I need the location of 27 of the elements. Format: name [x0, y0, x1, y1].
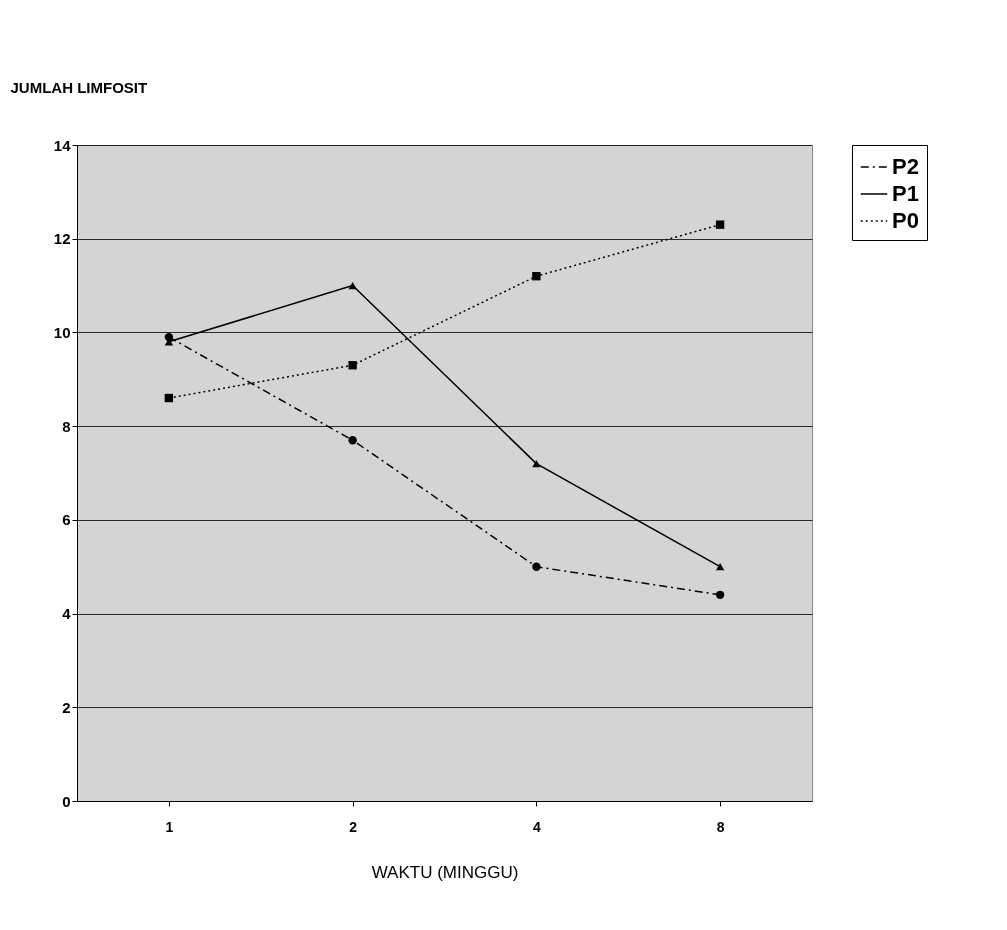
y-tick-label: 4 — [62, 605, 72, 623]
point — [532, 562, 541, 571]
point — [348, 436, 357, 445]
point — [532, 460, 541, 468]
x-tick-label: 4 — [532, 818, 541, 835]
legend-label: P0 — [892, 208, 919, 233]
x-axis-title: WAKTU (MINGGU) — [371, 862, 519, 882]
y-tick-label: 14 — [53, 136, 72, 154]
x-tick-label: 8 — [716, 818, 725, 835]
point — [348, 281, 357, 290]
point — [715, 590, 725, 599]
x-tick-label: 2 — [349, 818, 358, 835]
legend-label: P2 — [892, 154, 919, 179]
y-tick-label: 6 — [62, 511, 71, 529]
y-axis-title: JUMLAH LIMFOSIT — [10, 78, 148, 96]
point — [715, 563, 725, 571]
y-tick-label: 10 — [53, 323, 71, 341]
y-tick-label: 8 — [62, 417, 71, 435]
legend-label: P1 — [892, 181, 919, 206]
point — [348, 361, 357, 370]
y-tick-label: 12 — [53, 230, 71, 248]
y-tick-label: 2 — [62, 698, 71, 716]
x-tick-label: 1 — [165, 818, 174, 835]
point — [532, 272, 541, 281]
point — [715, 220, 725, 229]
y-tick-label: 0 — [62, 792, 71, 810]
point — [164, 393, 174, 403]
